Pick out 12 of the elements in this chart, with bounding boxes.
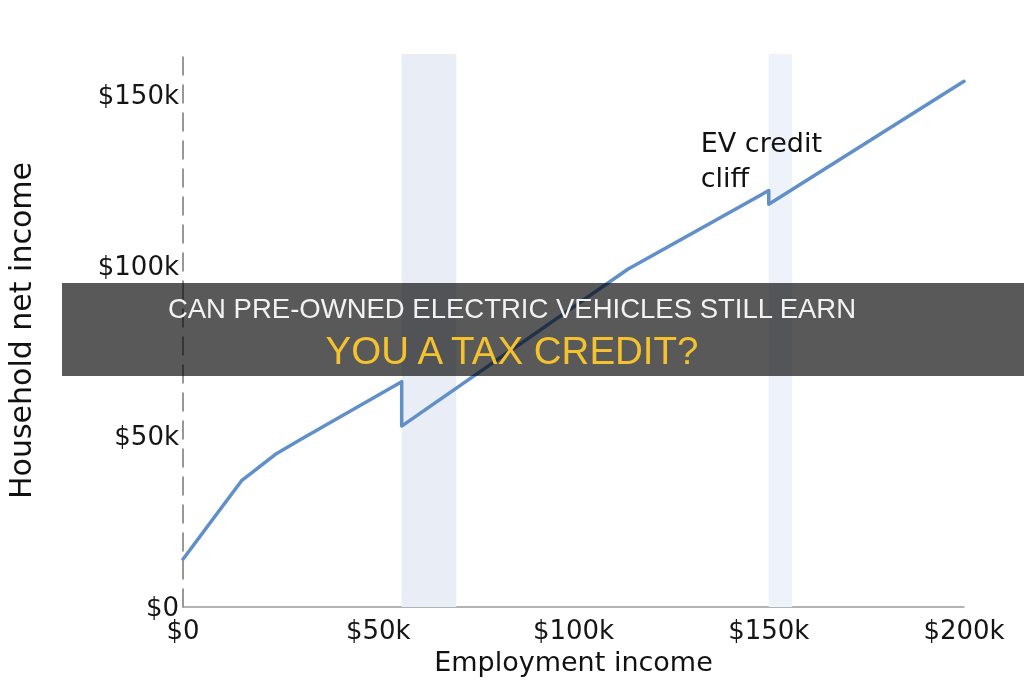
x-axis-title: Employment income xyxy=(434,645,713,677)
y-axis-title: Household net income xyxy=(2,162,38,499)
text: CAN PRE-OWNED ELECTRIC VEHICLES STILL EARN YOU A TAX CREDIT? xyxy=(166,291,858,372)
annotation: EV credit cliff xyxy=(700,126,831,193)
x-tick-label: $100k xyxy=(532,615,615,645)
x-tick-label: $200k xyxy=(923,615,1005,645)
x-tick-label: $0 xyxy=(166,615,200,645)
y-tick-label: $150k xyxy=(97,79,179,110)
y-tick-label: $50k xyxy=(114,421,179,452)
x-tick-label: $150k xyxy=(728,615,810,645)
x-tick-label: $50k xyxy=(345,615,411,645)
y-tick-label: $100k xyxy=(97,250,179,281)
